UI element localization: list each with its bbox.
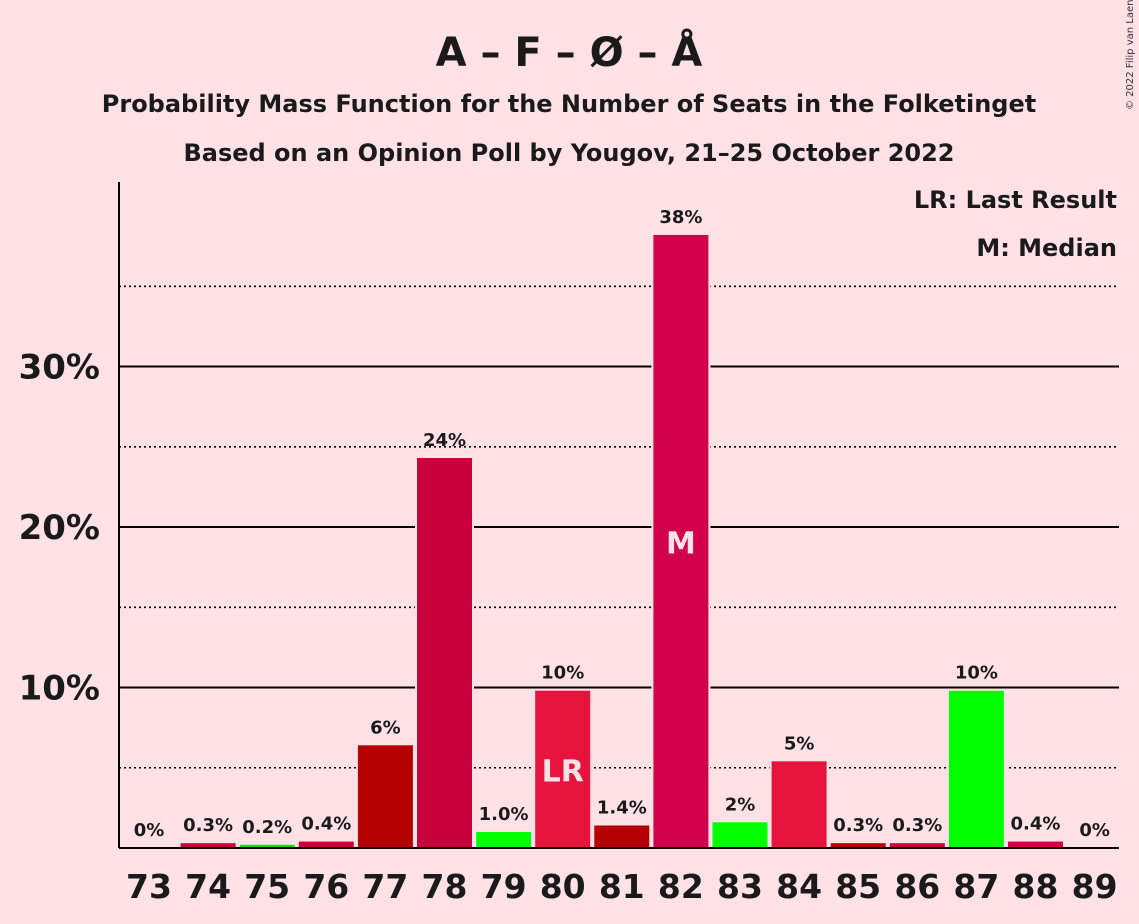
data-label: 38% (659, 207, 702, 228)
data-label: 0.4% (301, 814, 351, 835)
y-tick-label: 10% (19, 669, 100, 709)
x-tick-label: 86 (894, 867, 940, 906)
bar-77 (357, 745, 413, 848)
x-tick-label: 79 (481, 867, 527, 906)
legend-last-result: LR: Last Result (914, 186, 1117, 214)
bar-75 (239, 844, 295, 848)
bar-87 (948, 690, 1004, 848)
x-tick-label: 87 (953, 867, 999, 906)
x-tick-label: 84 (776, 867, 822, 906)
marker-lr: LR (542, 754, 584, 789)
x-tick-label: 73 (126, 867, 172, 906)
x-tick-label: 78 (422, 867, 468, 906)
bar-83 (712, 822, 768, 848)
chart-subtitle-line-1: Probability Mass Function for the Number… (102, 90, 1036, 118)
data-label: 10% (541, 663, 584, 684)
data-label: 2% (725, 794, 756, 815)
bar-74 (180, 843, 236, 848)
data-label: 0.3% (833, 815, 883, 836)
bar-86 (889, 843, 945, 848)
x-tick-label: 75 (244, 867, 290, 906)
legend-median: M: Median (976, 234, 1117, 262)
bar-85 (830, 843, 886, 848)
bar-78 (417, 458, 472, 848)
data-label: 0% (1079, 820, 1110, 841)
x-tick-label: 81 (599, 867, 645, 906)
bar-88 (1008, 841, 1063, 848)
x-tick-label: 88 (1013, 867, 1059, 906)
data-label: 24% (423, 430, 466, 451)
x-tick-label: 82 (658, 867, 704, 906)
data-label: 0.2% (242, 817, 292, 838)
x-tick-label: 76 (303, 867, 349, 906)
data-label: 0.3% (892, 815, 942, 836)
x-tick-label: 85 (835, 867, 881, 906)
bar-82 (653, 234, 709, 848)
chart-subtitle-line-2: Based on an Opinion Poll by Yougov, 21–2… (183, 139, 954, 167)
data-label: 6% (370, 717, 401, 738)
data-label: 5% (784, 733, 815, 754)
y-tick-label: 30% (19, 348, 100, 388)
plot-area: 10% 20% 30% 0% 73 0.3% 74 0.2% 75 0.4% 76 6% 77 24% 78… (19, 182, 1119, 906)
data-label: 10% (955, 663, 998, 684)
copyright-note: © 2022 Filip van Laenen (1125, 0, 1136, 110)
bar-76 (298, 841, 354, 848)
y-tick-label: 20% (19, 508, 100, 548)
bar-80 (535, 690, 591, 848)
x-tick-label: 80 (540, 867, 586, 906)
x-tick-label: 83 (717, 867, 763, 906)
x-tick-label: 77 (362, 867, 408, 906)
bar-79 (476, 831, 532, 848)
data-label: 1.4% (597, 798, 647, 819)
data-label: 0.4% (1011, 814, 1061, 835)
data-label: 0.3% (183, 815, 233, 836)
x-tick-label: 89 (1072, 867, 1118, 906)
data-label: 1.0% (479, 804, 529, 825)
marker-m: M (666, 526, 696, 561)
chart-title: A – F – Ø – Å (436, 27, 703, 76)
data-label: 0% (134, 820, 165, 841)
bar-84 (771, 761, 827, 848)
bar-81 (594, 825, 650, 848)
x-tick-label: 74 (185, 867, 231, 906)
